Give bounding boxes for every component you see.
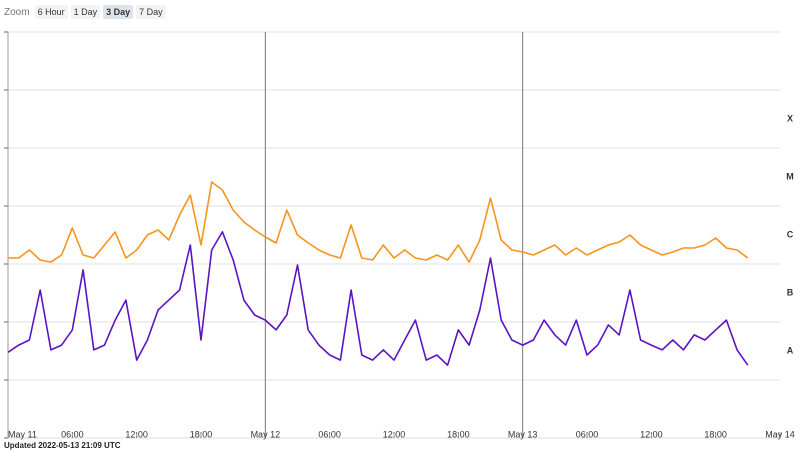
x-tick-label: 12:00 bbox=[640, 429, 663, 439]
x-tick-label: 06:00 bbox=[61, 429, 84, 439]
class-label: M bbox=[786, 171, 794, 181]
x-tick-label: 06:00 bbox=[318, 429, 341, 439]
x-tick-label: May 11 bbox=[8, 429, 37, 439]
x-tick-label: 18:00 bbox=[190, 429, 213, 439]
zoom-button[interactable]: 6 Hour bbox=[34, 5, 68, 19]
class-label: C bbox=[787, 229, 794, 239]
x-tick-label: 06:00 bbox=[576, 429, 599, 439]
x-tick-label: 12:00 bbox=[383, 429, 406, 439]
updated-note: Updated 2022-05-13 21:09 UTC bbox=[4, 441, 121, 450]
zoom-label: Zoom bbox=[4, 6, 30, 18]
x-tick-label: 18:00 bbox=[447, 429, 470, 439]
zoom-button[interactable]: 1 Day bbox=[70, 5, 101, 19]
flux-line bbox=[7, 231, 749, 366]
class-label: A bbox=[787, 345, 794, 355]
zoom-button[interactable]: 3 Day bbox=[103, 5, 134, 19]
class-label: X bbox=[787, 113, 793, 123]
x-tick-label: May 13 bbox=[508, 429, 538, 439]
x-tick-label: May 14 bbox=[765, 429, 795, 439]
zoom-bar: Zoom 6 Hour 1 Day 3 Day 7 Day bbox=[4, 4, 166, 20]
x-tick-label: May 12 bbox=[251, 429, 281, 439]
zoom-button[interactable]: 7 Day bbox=[136, 5, 166, 19]
flux-line bbox=[8, 181, 749, 263]
x-tick-label: 18:00 bbox=[704, 429, 727, 439]
x-tick-label: 12:00 bbox=[125, 429, 148, 439]
class-label: B bbox=[787, 287, 794, 297]
